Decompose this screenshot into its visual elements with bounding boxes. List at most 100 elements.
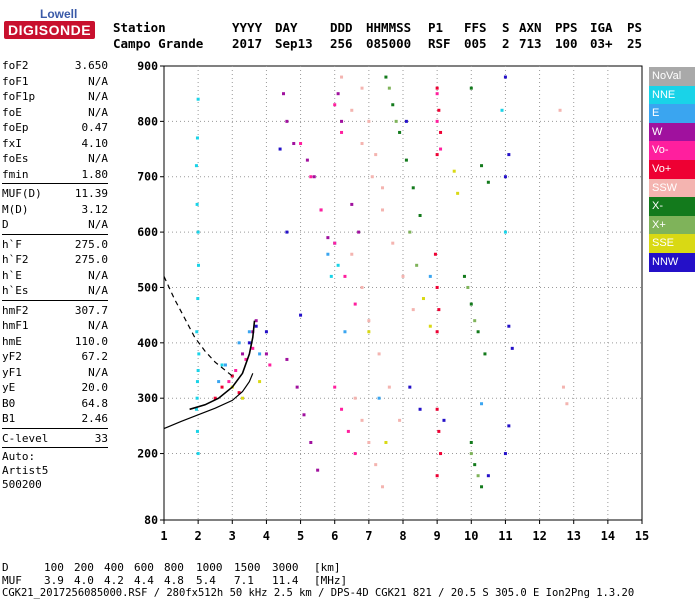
- echo-point-ssw: [381, 186, 385, 190]
- echo-point-nne: [195, 136, 199, 140]
- row-value: 5.4: [196, 574, 216, 587]
- param-value: N/A: [88, 74, 108, 88]
- param-value: N/A: [88, 284, 108, 297]
- param-row: fmin 1.80: [2, 167, 108, 183]
- param-value: 275.0: [74, 237, 108, 251]
- legend-item-w: W: [649, 122, 695, 142]
- logo-brand-top: Lowell: [40, 7, 78, 21]
- echo-point-ssw: [350, 108, 354, 112]
- echo-point-ssw: [360, 142, 364, 146]
- x-tick-label: 11: [498, 529, 512, 543]
- param-name: h`Es: [2, 284, 29, 297]
- echo-point-nnw: [507, 324, 511, 328]
- param-row: hmF2 307.7: [2, 303, 108, 319]
- param-value: N/A: [88, 218, 108, 231]
- x-tick-label: 6: [331, 529, 338, 543]
- param-row: fxI 4.10: [2, 136, 108, 152]
- echo-point-sse: [452, 169, 456, 173]
- header-value: Sep13: [275, 36, 313, 51]
- legend-item-noval: NoVal: [649, 67, 695, 86]
- header-value: RSF: [428, 36, 451, 51]
- param-row: hmF1 N/A: [2, 318, 108, 334]
- echo-point-nnw: [264, 330, 268, 334]
- echo-point-nnw: [442, 418, 446, 422]
- echo-point-nnw: [299, 313, 303, 317]
- param-name: foE: [2, 105, 22, 119]
- echo-point-sse: [258, 380, 262, 384]
- header-value: 2017: [232, 36, 263, 51]
- echo-point-w: [241, 352, 245, 356]
- echo-point-vo: [343, 274, 347, 278]
- echo-point-x: [462, 274, 466, 278]
- legend-item-nnw: NNW: [649, 252, 695, 272]
- echo-point-w: [295, 385, 299, 389]
- echo-point-vo: [319, 208, 323, 212]
- x-tick-label: 2: [195, 529, 202, 543]
- echo-point-sse: [367, 330, 371, 334]
- echo-point-e: [247, 330, 251, 334]
- param-row: foF1p N/A: [2, 89, 108, 105]
- echo-point-nne: [329, 274, 333, 278]
- echo-point-vo: [353, 452, 357, 456]
- echo-point-x: [473, 319, 477, 323]
- param-row: foF2 3.650: [2, 58, 108, 74]
- echo-point-w: [264, 352, 268, 356]
- echo-point-vo: [435, 285, 439, 289]
- param-row: yF1 N/A: [2, 365, 108, 381]
- param-row: B1 2.46: [2, 411, 108, 427]
- autoscaled-trace: [189, 320, 256, 411]
- row-value: 4.0: [74, 574, 94, 587]
- echo-point-sse: [428, 324, 432, 328]
- echo-point-ssw: [370, 175, 374, 179]
- echo-point-nne: [196, 97, 200, 101]
- x-tick-label: 8: [399, 529, 406, 543]
- echo-point-vo: [220, 385, 224, 389]
- row-unit: [km]: [314, 561, 341, 574]
- info-line: CGK21_2017256085000.RSF / 280fx512h 50 k…: [2, 587, 635, 599]
- param-row: h`Es N/A: [2, 283, 108, 299]
- echo-point-x: [387, 86, 391, 90]
- echo-point-vo: [227, 380, 231, 384]
- param-row: C-level 33: [2, 431, 108, 447]
- x-tick-label: 3: [229, 529, 236, 543]
- row-value: 1000: [196, 561, 223, 574]
- x-tick-label: 4: [263, 529, 270, 543]
- echo-point-vo: [437, 308, 441, 312]
- param-name: hmF2: [2, 303, 29, 317]
- header-label: IGA: [590, 20, 613, 35]
- echo-point-ssw: [377, 352, 381, 356]
- row-value: 11.4: [272, 574, 299, 587]
- x-tick-label: 9: [434, 529, 441, 543]
- param-row: MUF(D) 11.39: [2, 186, 108, 202]
- echo-point-nne: [196, 230, 200, 234]
- echo-point-x: [384, 75, 388, 79]
- header-label: YYYY: [232, 20, 263, 35]
- legend-item-vo: Vo+: [649, 159, 695, 179]
- echo-point-x: [391, 103, 395, 107]
- echo-point-x: [408, 230, 412, 234]
- echo-point-x: [394, 119, 398, 123]
- echo-point-w: [312, 175, 316, 179]
- echo-point-nne: [500, 108, 504, 112]
- param-row: foE N/A: [2, 105, 108, 121]
- digisonde-logo: Lowell DIGISONDE: [4, 6, 104, 46]
- echo-point-w: [292, 142, 296, 146]
- header-value: 100: [555, 36, 578, 51]
- echo-point-x: [418, 213, 422, 217]
- echo-point-vo: [230, 374, 234, 378]
- echo-point-x: [469, 86, 473, 90]
- echo-point-vo: [244, 357, 248, 361]
- legend-item-e: E: [649, 104, 695, 123]
- param-name: C-level: [2, 431, 49, 445]
- param-separator: [2, 447, 108, 448]
- echo-point-nnw: [507, 424, 511, 428]
- echo-point-nne: [197, 352, 201, 356]
- header-label: P1: [428, 20, 444, 35]
- echo-point-e: [480, 402, 484, 406]
- echo-point-nne: [503, 230, 507, 234]
- param-row: foF1 N/A: [2, 74, 108, 90]
- param-separator: [2, 233, 108, 235]
- header-value: 25: [627, 36, 643, 51]
- legend-item-nne: NNE: [649, 85, 695, 105]
- echo-point-nne: [196, 297, 200, 301]
